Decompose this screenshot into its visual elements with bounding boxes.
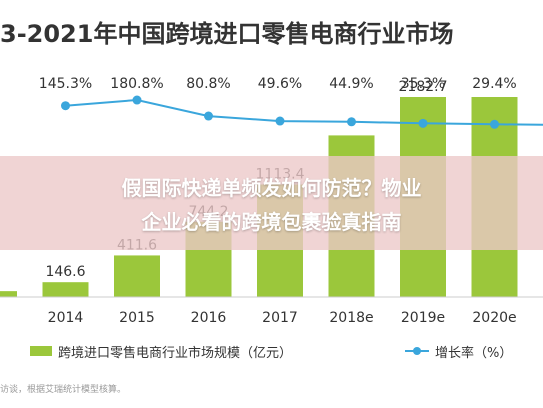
growth-point: [490, 119, 499, 129]
growth-value-label: 145.3%: [39, 76, 92, 92]
growth-point: [347, 117, 356, 127]
bar-value-label: 2182.7: [399, 79, 448, 95]
growth-value-label: 35.3%: [401, 76, 445, 92]
legend-bar-label: 跨境进口零售电商行业市场规模（亿元）: [58, 345, 293, 361]
overlay-title-line-1: 假国际快递单频发如何防范？物业: [121, 176, 422, 200]
source-note: 访谈，根据艾瑞统计模型核算。: [0, 385, 127, 395]
growth-point: [61, 101, 70, 111]
x-tick-labels: 320142015201620172018e2019e2020e2: [48, 310, 517, 326]
growth-labels: 145.3%180.8%80.8%49.6%44.9%35.3%29.4%2: [39, 76, 517, 92]
x-tick-label: 2015: [119, 310, 155, 326]
bar: [0, 291, 17, 297]
growth-point: [204, 111, 213, 121]
growth-point: [275, 116, 285, 126]
x-tick-label: 2014: [48, 310, 84, 326]
overlay-title-line-2: 企业必看的跨境包裹验真指南: [141, 210, 402, 234]
x-tick-label: 2016: [191, 310, 227, 326]
legend-bar-item: 跨境进口零售电商行业市场规模（亿元）: [30, 341, 292, 361]
x-tick-label: 2018e: [329, 310, 373, 326]
growth-value-label: 49.6%: [258, 76, 302, 92]
x-tick-label: 2019e: [401, 310, 445, 326]
legend-bar-swatch: [30, 346, 52, 356]
growth-point: [418, 118, 428, 128]
growth-value-label: 180.8%: [110, 76, 163, 92]
growth-value-label: 80.8%: [186, 76, 230, 92]
x-tick-label: 2017: [262, 310, 298, 326]
bar: [114, 255, 160, 297]
article-overlay-banner[interactable]: 假国际快递单频发如何防范？物业 企业必看的跨境包裹验真指南: [0, 156, 543, 250]
growth-line: [65, 98, 543, 126]
growth-point: [132, 95, 142, 105]
bar: [42, 282, 89, 297]
growth-value-label: 44.9%: [329, 76, 373, 92]
legend-line-label: 增长率（%）: [435, 345, 513, 361]
x-tick-label: 2020e: [472, 310, 516, 326]
chart-title: 3-2021年中国跨境进口零售电商行业市场: [0, 20, 454, 48]
legend-line-item: 增长率（%）: [405, 341, 512, 361]
bar-value-label: 146.6: [45, 264, 85, 280]
growth-value-label: 29.4%: [472, 76, 516, 92]
growth-line-series: [61, 95, 543, 129]
legend-line-swatch: [405, 346, 429, 356]
